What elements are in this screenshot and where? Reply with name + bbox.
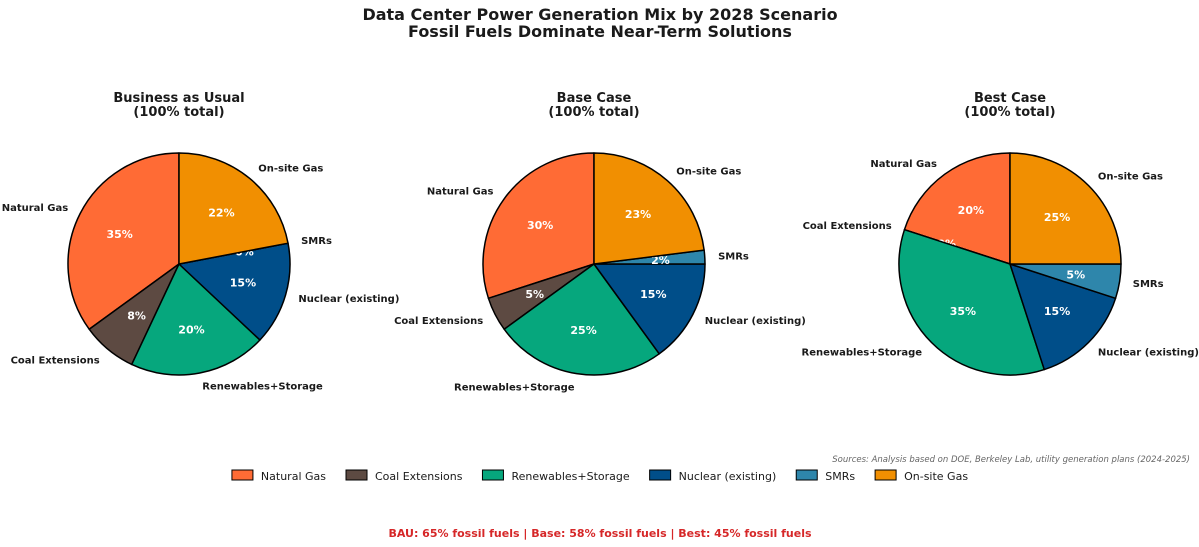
pie-subtitle: (100% total) (548, 105, 639, 120)
pie-percent-label: 22% (208, 207, 234, 220)
pie-percent-label: 20% (958, 204, 984, 217)
pie-percent-label: 30% (527, 219, 553, 232)
pie-category-label: SMRs (1133, 279, 1164, 290)
pie-chart-best-case: Best Case (100% total) 20%Natural Gas0%C… (802, 91, 1199, 376)
pie-category-label: SMRs (301, 236, 332, 247)
pie-category-label: Nuclear (existing) (705, 316, 806, 327)
legend-label: Coal Extensions (375, 470, 463, 483)
legend-label: Renewables+Storage (511, 470, 629, 483)
pie-slice-nuclear-existing (593, 263, 706, 355)
figure-title-line2: Fossil Fuels Dominate Near-Term Solution… (408, 22, 792, 41)
pie-category-label: Natural Gas (427, 186, 494, 197)
pie-category-label: Natural Gas (870, 159, 937, 170)
pie-1-marks: 30% Natural Gas 5% Coal Extensions 25% Renewa… (394, 152, 806, 393)
pie-percent-label: 25% (570, 324, 596, 337)
pie-category-label: Coal Extensions (394, 316, 483, 327)
legend-swatch (795, 469, 818, 481)
pie-percent-label: 35% (106, 228, 132, 241)
pie-chart-business-as-usual: Business as Usual (100% total) 35% Natura… (2, 91, 400, 393)
pie-category-label: Coal Extensions (11, 355, 100, 366)
legend-swatch (345, 469, 368, 481)
pie-slice-on-site-gas (178, 152, 289, 265)
legend-label: Nuclear (existing) (679, 470, 777, 483)
pie-category-label: On-site Gas (1098, 172, 1163, 183)
pie-category-label: Renewables+Storage (802, 347, 923, 358)
pie-percent-label: 2% (651, 254, 670, 267)
pie-category-label: On-site Gas (676, 166, 741, 177)
pie-percent-label: 25% (1044, 211, 1070, 224)
legend-swatch (649, 469, 672, 481)
legend-item-nuclear-existing: Nuclear (existing) (649, 469, 777, 483)
pie-category-label: Renewables+Storage (454, 382, 575, 393)
pie-slice-on-site-gas (1009, 152, 1122, 265)
pie-category-label: Nuclear (existing) (298, 294, 399, 305)
pie-percent-label: 5% (525, 288, 544, 301)
pie-category-label: Natural Gas (2, 203, 69, 214)
pie-category-label: Renewables+Storage (202, 382, 323, 393)
pie-title: Business as Usual (113, 91, 244, 106)
legend-label: On-site Gas (904, 470, 968, 483)
legend-item-renewables-storage: Renewables+Storage (481, 469, 630, 483)
pie-slice-natural-gas (903, 152, 1011, 265)
pie-percent-label: 23% (625, 208, 651, 221)
pie-percent-label: 20% (178, 323, 204, 336)
pie-slice-on-site-gas (593, 152, 705, 265)
legend-item-coal-extensions: Coal Extensions (345, 469, 463, 483)
pie-slice-renewables-storage (130, 263, 261, 376)
pie-category-label: SMRs (718, 252, 749, 263)
pie-slice-natural-gas (482, 152, 595, 300)
pie-2-marks: 20%Natural Gas0%Coal Extensions35%Renewa… (802, 152, 1199, 376)
legend-item-on-site-gas: On-site Gas (874, 469, 968, 483)
pie-percent-label: 15% (230, 277, 256, 290)
pie-slice-renewables-storage (503, 263, 660, 376)
pie-percent-label: 15% (640, 288, 666, 301)
pie-category-label: Nuclear (existing) (1098, 347, 1199, 358)
pie-percent-label: 35% (950, 305, 976, 318)
figure-title-line1: Data Center Power Generation Mix by 2028… (362, 5, 837, 24)
legend-swatch (481, 469, 504, 481)
pie-subtitle: (100% total) (964, 105, 1055, 120)
legend-swatch (231, 469, 254, 481)
pie-slice-nuclear-existing (178, 242, 291, 341)
pie-percent-label: 15% (1044, 305, 1070, 318)
pie-percent-label: 5% (1066, 268, 1085, 281)
pie-slice-natural-gas (67, 152, 180, 330)
legend-swatch (874, 469, 897, 481)
legend: Natural Gas Coal Extensions Renewables+Sto… (231, 469, 968, 483)
footer-summary: BAU: 65% fossil fuels | Base: 58% fossil… (388, 527, 812, 540)
pie-category-label: On-site Gas (258, 164, 323, 175)
legend-item-natural-gas: Natural Gas (231, 469, 326, 483)
pie-percent-label: 8% (127, 309, 146, 322)
legend-label: SMRs (825, 470, 855, 483)
pie-slice-renewables-storage (898, 228, 1046, 376)
pie-chart-base-case: Base Case (100% total) 30% Natural Gas 5% C… (394, 91, 806, 393)
pie-category-label: Coal Extensions (803, 221, 892, 232)
pie-subtitle: (100% total) (133, 105, 224, 120)
pie-title: Base Case (557, 91, 632, 106)
legend-item-smrs: SMRs (795, 469, 855, 483)
source-note: Sources: Analysis based on DOE, Berkeley… (832, 455, 1190, 465)
legend-label: Natural Gas (261, 470, 326, 483)
pie-0-marks: 35% Natural Gas 8% Coal Extensions 20% Renewa… (2, 152, 399, 393)
pie-title: Best Case (974, 91, 1046, 106)
